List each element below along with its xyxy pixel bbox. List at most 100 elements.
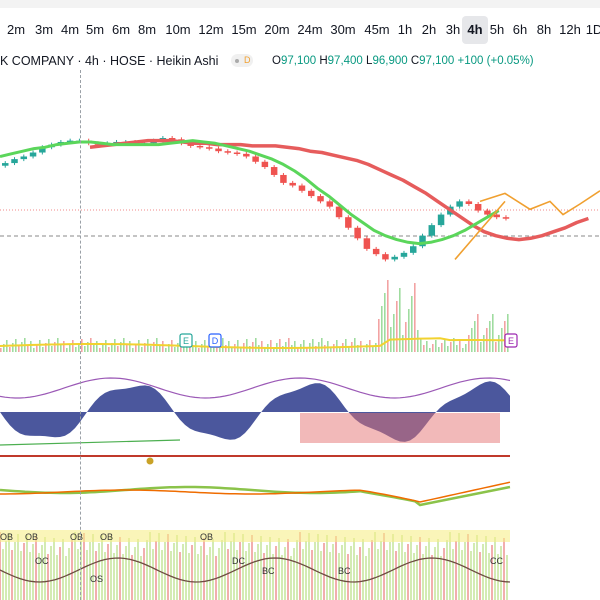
timeframe-3h[interactable]: 3h — [445, 22, 461, 37]
volume-bar — [117, 346, 119, 352]
marker-dividend — [208, 333, 222, 348]
candle — [502, 217, 510, 219]
volume-bar — [489, 321, 491, 352]
marker-earnings_2 — [504, 333, 518, 348]
data-status-badge[interactable]: D — [231, 54, 253, 67]
volume-bar — [141, 347, 143, 352]
volume-bar — [87, 342, 89, 352]
timeframe-12m[interactable]: 12m — [198, 22, 224, 37]
wave-oscillator — [0, 377, 511, 465]
timeframe-6h[interactable]: 6h — [512, 22, 528, 37]
volume-bar — [477, 314, 479, 352]
volume-bar — [12, 343, 14, 352]
volume-bar — [450, 342, 452, 352]
timeframe-10m[interactable]: 10m — [165, 22, 191, 37]
timeframe-5h[interactable]: 5h — [489, 22, 505, 37]
price-chart[interactable]: E D E OB OB OB OB OB OC OS DC BC BC CC — [0, 70, 600, 600]
marker-earnings_2-label: E — [508, 336, 514, 346]
candle — [354, 227, 361, 239]
volume-bar — [414, 283, 416, 352]
close-value: 97,100 — [419, 55, 455, 67]
candle — [317, 196, 324, 202]
ema-slow-line — [89, 138, 589, 242]
volume-bar — [177, 343, 179, 352]
wave-trend-line — [0, 439, 181, 446]
volume-bar — [33, 348, 35, 352]
volume-bar — [462, 348, 464, 352]
volume-layer — [0, 280, 511, 352]
volume-bar — [27, 345, 29, 352]
volume-bar — [75, 347, 77, 352]
timeframe-8m[interactable]: 8m — [137, 22, 157, 37]
volume-bar — [492, 314, 494, 352]
volume-bar — [402, 335, 404, 352]
volume-bar — [51, 346, 53, 352]
candle — [372, 248, 380, 255]
timeframe-1h[interactable]: 1h — [397, 22, 413, 37]
open-value: 97,100 — [280, 55, 317, 67]
osc-line — [0, 557, 511, 583]
volume-bar — [381, 306, 383, 352]
timeframe-12h[interactable]: 12h — [559, 22, 581, 37]
timeframe-2h[interactable]: 2h — [421, 22, 437, 37]
volume-bar — [447, 346, 449, 352]
candle — [2, 163, 9, 166]
volume-bar — [429, 348, 431, 352]
timeframe-15m[interactable]: 15m — [231, 22, 257, 37]
timeframe-2m[interactable]: 2m — [6, 22, 26, 37]
timeframe-1D[interactable]: 1D — [585, 22, 600, 37]
volume-bar — [207, 347, 209, 352]
timeframe-24m[interactable]: 24m — [297, 22, 323, 37]
candle — [29, 152, 37, 157]
volume-bar — [222, 338, 224, 352]
candle — [233, 152, 241, 155]
volume-bar — [456, 345, 458, 352]
volume-bar — [93, 345, 95, 352]
volume-bar — [384, 293, 386, 352]
candle — [456, 201, 463, 207]
volume-bar — [81, 339, 83, 352]
candle — [437, 214, 445, 226]
timeframe-4m[interactable]: 4m — [60, 22, 80, 37]
volume-bar — [264, 348, 266, 352]
volume-bar — [345, 339, 347, 352]
volume-bar — [441, 343, 443, 352]
osc-label: DC — [232, 556, 245, 566]
timeframe-5m[interactable]: 5m — [85, 22, 105, 37]
candle — [382, 254, 389, 260]
volume-bar — [480, 342, 482, 352]
volume-bar — [297, 348, 299, 352]
volume-bar — [135, 344, 137, 352]
candle — [66, 140, 74, 143]
close-label: C — [410, 55, 420, 67]
volume-bar — [372, 347, 374, 352]
timeframe-3m[interactable]: 3m — [34, 22, 54, 37]
timeframe-20m[interactable]: 20m — [264, 22, 290, 37]
volume-bar — [0, 348, 2, 352]
volume-bar — [225, 345, 227, 352]
volume-bar — [99, 348, 101, 352]
volume-bar — [420, 338, 422, 352]
volume-bar — [411, 296, 413, 352]
timeframe-45m[interactable]: 45m — [364, 22, 390, 37]
symbol-title[interactable]: K COMPANY · 4h · HOSE · Heikin Ashi — [0, 54, 219, 68]
volume-bar — [306, 347, 308, 352]
volume-bar — [36, 344, 38, 352]
timeframe-4h[interactable]: 4h — [462, 16, 488, 44]
timeframe-30m[interactable]: 30m — [330, 22, 356, 37]
chart-legend: K COMPANY · 4h · HOSE · Heikin Ashi D O9… — [0, 50, 600, 72]
volume-bar — [78, 343, 80, 352]
volume-bar — [357, 345, 359, 352]
forecast-lead — [454, 200, 506, 260]
candle — [243, 153, 250, 157]
candle — [224, 151, 232, 153]
volume-bar — [438, 347, 440, 352]
volume-bar — [201, 344, 203, 352]
volume-bar — [105, 340, 107, 352]
timeframe-8h[interactable]: 8h — [536, 22, 552, 37]
osc-label: CC — [490, 556, 503, 566]
timeframe-6m[interactable]: 6m — [111, 22, 131, 37]
volume-bar — [165, 348, 167, 352]
change-value: +100 (+0.05%) — [457, 55, 534, 67]
volume-bar — [39, 340, 41, 352]
